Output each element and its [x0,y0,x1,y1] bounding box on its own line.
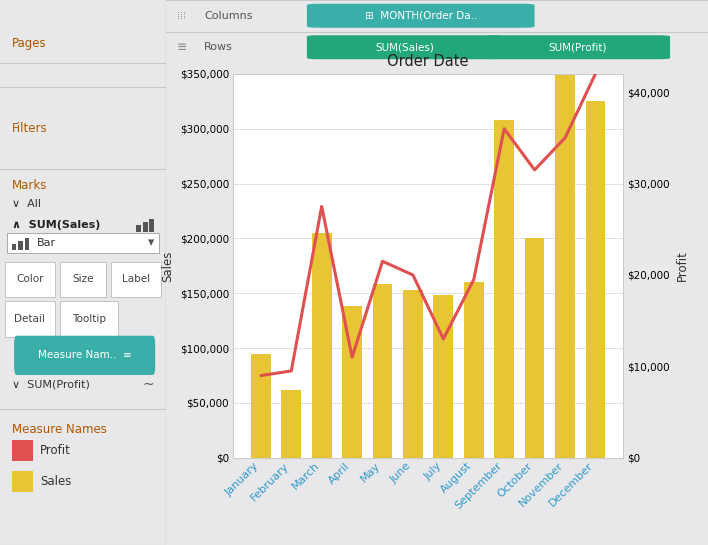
Bar [525,238,544,458]
FancyBboxPatch shape [5,262,55,297]
Bar [433,295,453,458]
Bar [25,238,29,250]
Bar [372,284,392,458]
Y-axis label: Sales: Sales [161,250,174,282]
Bar [136,225,141,232]
Text: Color: Color [16,274,44,284]
Text: Pages: Pages [11,37,46,50]
FancyBboxPatch shape [14,336,155,375]
Text: ⊞  MONTH(Order Da..: ⊞ MONTH(Order Da.. [365,10,477,20]
Text: Tooltip: Tooltip [72,314,105,324]
Bar [281,390,301,458]
Text: Marks: Marks [11,179,47,192]
Bar [149,219,154,232]
Text: ≡: ≡ [177,41,188,54]
Title: Order Date: Order Date [387,53,469,69]
Text: Measure Nam..  ≡: Measure Nam.. ≡ [38,350,132,360]
Text: Filters: Filters [11,122,47,135]
Text: Rows: Rows [204,43,233,52]
Bar [11,440,33,461]
FancyBboxPatch shape [486,35,670,59]
FancyBboxPatch shape [111,262,161,297]
Bar [464,282,484,458]
Text: Bar: Bar [37,238,56,248]
Text: ∨  All: ∨ All [11,199,40,209]
Text: ∧  SUM(Sales): ∧ SUM(Sales) [11,220,100,230]
Bar [11,471,33,492]
Text: SUM(Sales): SUM(Sales) [375,43,434,52]
FancyBboxPatch shape [59,262,106,297]
Text: Detail: Detail [14,314,45,324]
Text: Measure Names: Measure Names [11,423,106,436]
Bar [18,241,23,250]
Bar [143,222,148,232]
Text: Profit: Profit [40,444,71,457]
Text: ▾: ▾ [148,237,154,250]
Text: Label: Label [122,274,150,284]
Bar [251,354,270,458]
Text: Size: Size [72,274,93,284]
Bar [312,233,331,458]
Text: SUM(Profit): SUM(Profit) [549,43,607,52]
Bar [403,290,423,458]
Bar [586,101,605,458]
Bar [494,120,514,458]
FancyBboxPatch shape [307,4,535,28]
Text: Columns: Columns [204,11,253,21]
FancyBboxPatch shape [59,301,118,337]
FancyBboxPatch shape [307,35,502,59]
Text: Sales: Sales [40,475,72,488]
Text: ⁞⁞⁞: ⁞⁞⁞ [177,11,185,21]
Text: ∨  SUM(Profit): ∨ SUM(Profit) [11,379,89,389]
FancyBboxPatch shape [6,233,159,253]
Bar [555,72,575,458]
Text: ∼: ∼ [143,377,154,391]
Y-axis label: Profit: Profit [675,250,688,281]
Bar [11,244,16,250]
Bar [342,306,362,458]
FancyBboxPatch shape [5,301,55,337]
